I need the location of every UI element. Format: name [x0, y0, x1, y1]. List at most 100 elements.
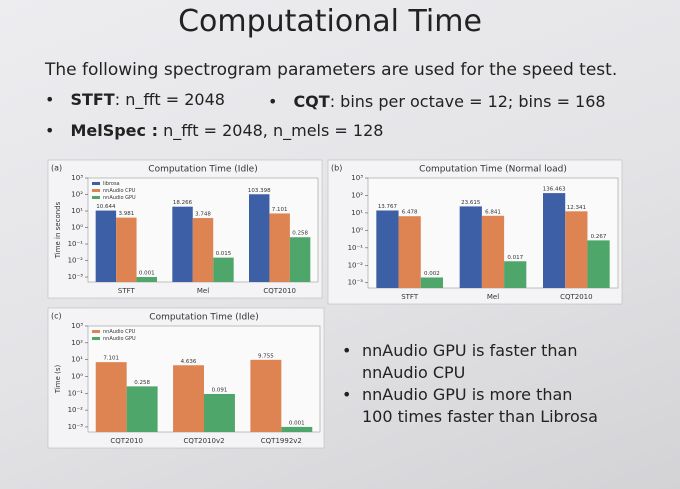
y-axis-label: Time in seconds — [54, 201, 62, 259]
value-label: 10.644 — [96, 204, 116, 210]
bar — [95, 362, 127, 432]
y-tick-label: 10⁻¹ — [68, 389, 84, 397]
y-tick-label: 10¹ — [351, 209, 363, 217]
value-label: 0.258 — [292, 231, 308, 237]
y-tick-label: 10⁻³ — [348, 279, 364, 287]
value-label: 0.015 — [216, 251, 232, 257]
y-tick-label: 10² — [71, 339, 83, 347]
y-tick-label: 10⁰ — [71, 372, 83, 380]
param: MelSpec : n_fft = 2048, n_mels = 128 — [45, 121, 383, 140]
y-tick-label: 10² — [71, 191, 83, 199]
bar — [213, 257, 234, 282]
legend-swatch — [92, 182, 100, 185]
value-label: 0.001 — [289, 420, 305, 426]
y-tick-label: 10⁻³ — [68, 423, 84, 431]
bar — [281, 426, 313, 432]
y-tick-label: 10⁰ — [71, 224, 83, 232]
bar — [398, 216, 421, 288]
intro: The following spectrogram parameters are… — [45, 60, 618, 80]
y-tick-label: 10¹ — [71, 356, 83, 364]
y-tick-label: 10³ — [71, 174, 83, 182]
note: nnAudio GPU is more than 100 times faste… — [342, 384, 602, 428]
panel-label: (a) — [51, 164, 62, 173]
value-label: 136.463 — [543, 187, 566, 193]
value-label: 0.001 — [139, 271, 155, 277]
x-tick-label: Mel — [197, 287, 209, 295]
y-tick-label: 10² — [351, 191, 363, 199]
param: STFT: n_fft = 2048 — [45, 90, 225, 109]
x-tick-label: CQT2010 — [263, 287, 296, 295]
bar — [504, 261, 527, 288]
x-tick-label: CQT2010 — [560, 293, 593, 301]
y-tick-label: 10⁰ — [351, 226, 363, 234]
value-label: 6.478 — [402, 210, 418, 216]
legend-label: nnAudio CPU — [103, 188, 136, 194]
y-tick-label: 10⁻³ — [68, 273, 84, 281]
param: CQT: bins per octave = 12; bins = 168 — [268, 92, 606, 111]
bar — [173, 365, 204, 432]
x-tick-label: CQT2010v2 — [183, 437, 224, 445]
bar — [192, 218, 214, 282]
y-axis-label: Time (s) — [54, 365, 62, 395]
bar — [376, 210, 399, 288]
legend-swatch — [92, 337, 100, 340]
value-label: 0.267 — [591, 234, 607, 240]
legend-swatch — [92, 196, 100, 199]
value-label: 103.398 — [248, 188, 271, 194]
x-tick-label: STFT — [401, 293, 419, 301]
y-tick-label: 10⁻¹ — [68, 240, 84, 248]
x-tick-label: CQT2010 — [110, 437, 143, 445]
x-tick-label: STFT — [118, 287, 136, 295]
note: nnAudio GPU is faster than nnAudio CPU — [342, 340, 602, 384]
value-label: 23.615 — [461, 200, 481, 206]
value-label: 0.002 — [424, 271, 440, 277]
param-name: STFT — [70, 90, 115, 109]
param-name: MelSpec : — [70, 121, 158, 140]
bar — [204, 393, 235, 432]
param-text: : bins per octave = 12; bins = 168 — [329, 92, 606, 111]
bar — [250, 359, 282, 432]
chart-title: Computation Time (Normal load) — [419, 165, 567, 175]
y-tick-label: 10³ — [351, 174, 363, 182]
x-tick-label: CQT1992v2 — [261, 437, 302, 445]
bar — [587, 240, 610, 288]
value-label: 12.341 — [567, 205, 586, 211]
legend-label: nnAudio GPU — [103, 195, 136, 201]
panel-label: (b) — [331, 164, 342, 173]
value-label: 18.266 — [173, 200, 193, 206]
value-label: 4.636 — [181, 359, 197, 365]
y-tick-label: 10¹ — [71, 207, 83, 215]
panel-label: (c) — [51, 312, 62, 321]
param-text: n_fft = 2048, n_mels = 128 — [157, 121, 384, 140]
value-label: 0.258 — [134, 380, 150, 386]
value-label: 0.091 — [212, 387, 228, 393]
param-text: : n_fft = 2048 — [114, 90, 225, 109]
bar — [543, 193, 566, 288]
bar — [269, 213, 290, 282]
bar — [565, 211, 588, 288]
value-label: 6.841 — [485, 209, 501, 215]
bar — [481, 215, 505, 288]
bar — [172, 206, 193, 282]
y-tick-label: 10³ — [71, 322, 83, 330]
value-label: 7.101 — [272, 207, 288, 213]
x-tick-label: Mel — [487, 293, 499, 301]
legend-label: nnAudio CPU — [103, 329, 136, 335]
bar — [136, 277, 157, 282]
bar — [95, 210, 117, 282]
y-tick-label: 10⁻² — [68, 257, 84, 265]
y-tick-label: 10⁻¹ — [348, 244, 364, 252]
bar — [420, 277, 443, 288]
legend-label: librosa — [103, 181, 120, 187]
y-tick-label: 10⁻² — [348, 261, 364, 269]
page-title: Computational Time — [178, 4, 482, 39]
chart-title: Computation Time (Idle) — [148, 165, 257, 175]
bar — [116, 217, 137, 282]
value-label: 0.017 — [507, 255, 523, 261]
legend-swatch — [92, 189, 100, 192]
legend-label: nnAudio GPU — [103, 336, 136, 342]
value-label: 13.767 — [378, 204, 398, 210]
bar — [289, 237, 311, 282]
